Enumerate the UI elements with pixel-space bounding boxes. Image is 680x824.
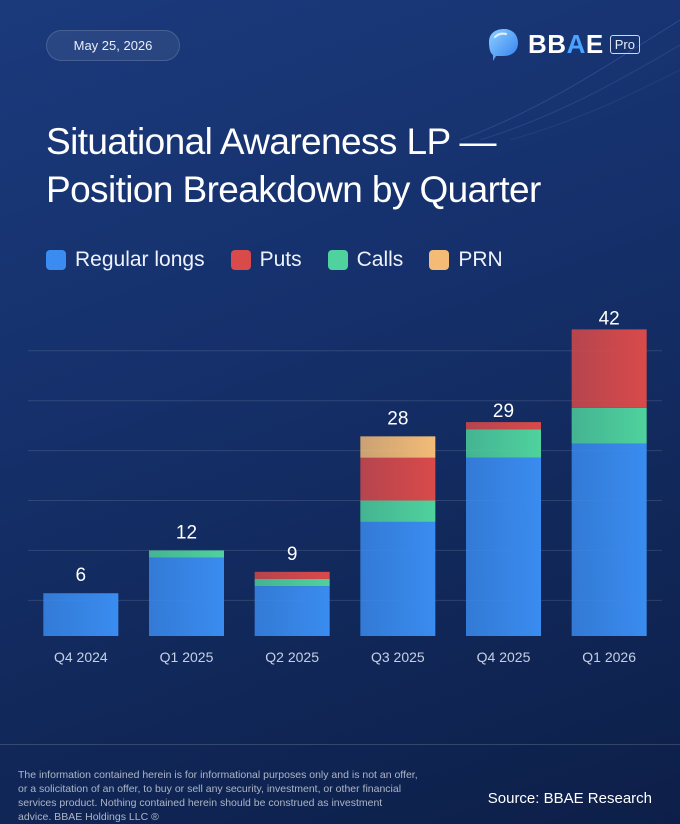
legend-label: Calls: [356, 248, 404, 271]
pro-badge: Pro: [609, 34, 640, 54]
legend-label: Puts: [259, 248, 302, 271]
x-tick-label: Q3 2025: [371, 649, 425, 665]
title-line-1: Situational Awareness LP —: [46, 121, 497, 162]
bar-segment-calls: [466, 429, 541, 458]
disclaimer-text: The information contained herein is for …: [18, 769, 418, 823]
legend-label: PRN: [458, 248, 503, 271]
x-tick-label: Q4 2025: [477, 649, 531, 665]
bar-segment-regular-longs: [571, 443, 647, 636]
legend-item-regular-longs: Regular longs: [46, 248, 205, 272]
bar-segment-puts: [571, 329, 647, 408]
x-tick-label: Q1 2025: [160, 649, 214, 665]
logo-text-a: A: [566, 28, 586, 59]
logo-wordmark: BBAE: [528, 29, 604, 60]
title-line-2: Position Breakdown by Quarter: [46, 169, 541, 210]
bbae-logo-icon: [489, 29, 518, 61]
bar-total-label: 28: [387, 408, 408, 429]
bar-segment-regular-longs: [254, 586, 330, 636]
legend-swatch: [46, 250, 66, 270]
x-tick-label: Q1 2026: [582, 649, 636, 665]
chart-title: Situational Awareness LP — Position Brea…: [46, 118, 656, 214]
bar-segment-calls: [571, 407, 647, 444]
source-text: Source: BBAE Research: [487, 790, 652, 807]
legend-item-calls: Calls: [327, 248, 404, 272]
stacked-bar-chart: 6 Q4 2024 12 Q1 2025 9 Q2 2025 28 Q3 2025 29 Q4 2…: [28, 309, 662, 665]
bar-segment-puts: [466, 422, 541, 430]
logo-text-bb: BB: [528, 28, 567, 59]
legend-label: Regular longs: [75, 248, 205, 271]
bar-total-label: 29: [493, 401, 514, 422]
bar-total-label: 12: [176, 522, 197, 543]
x-tick-label: Q4 2024: [54, 649, 108, 665]
brand-logo: BBAE Pro: [484, 24, 640, 64]
bar-segment-prn: [360, 436, 436, 458]
bar-segment-calls: [149, 550, 224, 558]
background-swoosh: [459, 19, 680, 140]
footer-divider: [0, 744, 680, 745]
bar-segment-puts: [360, 457, 436, 501]
bar-segment-calls: [254, 578, 330, 587]
bar-total-label: 9: [287, 544, 298, 565]
logo-text-e: E: [585, 28, 604, 59]
legend-swatch: [327, 250, 348, 270]
date-badge: May 25, 2026: [46, 30, 180, 61]
legend-swatch: [429, 250, 450, 270]
legend-item-prn: PRN: [429, 248, 503, 272]
bar-segment-puts: [254, 571, 330, 579]
bar-segment-regular-longs: [43, 593, 119, 636]
bar-segment-regular-longs: [360, 521, 436, 636]
x-tick-label: Q2 2025: [265, 649, 319, 665]
bar-segment-regular-longs: [149, 557, 224, 636]
bar-segment-calls: [360, 500, 436, 522]
bar-total-label: 6: [76, 565, 87, 586]
date-text: May 25, 2026: [73, 38, 153, 53]
bar-segment-regular-longs: [466, 457, 541, 636]
legend-swatch: [230, 250, 251, 270]
bar-total-label: 42: [599, 309, 620, 330]
legend-item-puts: Puts: [230, 248, 302, 272]
chart-legend: Regular longs Puts Calls PRN: [46, 246, 503, 274]
